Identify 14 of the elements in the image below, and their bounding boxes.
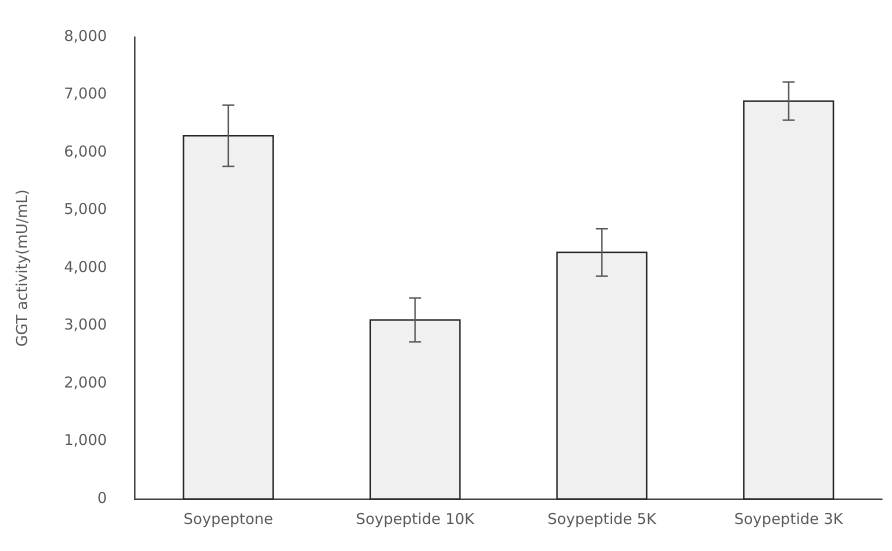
x-tick-label: Soypeptone: [183, 510, 274, 528]
y-tick-label: 0: [97, 488, 107, 507]
y-tick-label: 2,000: [64, 373, 107, 392]
x-tick-label: Soypeptide 10K: [356, 510, 476, 528]
y-tick-label: 1,000: [64, 431, 107, 450]
y-tick-label: 4,000: [64, 258, 107, 276]
x-tick-label: Soypeptide 5K: [547, 510, 658, 528]
y-tick-label: 6,000: [64, 142, 107, 160]
x-tick-label: Soypeptide 3K: [734, 510, 844, 528]
y-tick-label: 7,000: [64, 84, 107, 103]
y-tick-label: 5,000: [64, 200, 107, 218]
y-tick-label: 3,000: [64, 316, 107, 334]
y-axis-title: GGT activity(mU/mL): [12, 189, 31, 347]
y-tick-label: 8,000: [64, 26, 107, 45]
